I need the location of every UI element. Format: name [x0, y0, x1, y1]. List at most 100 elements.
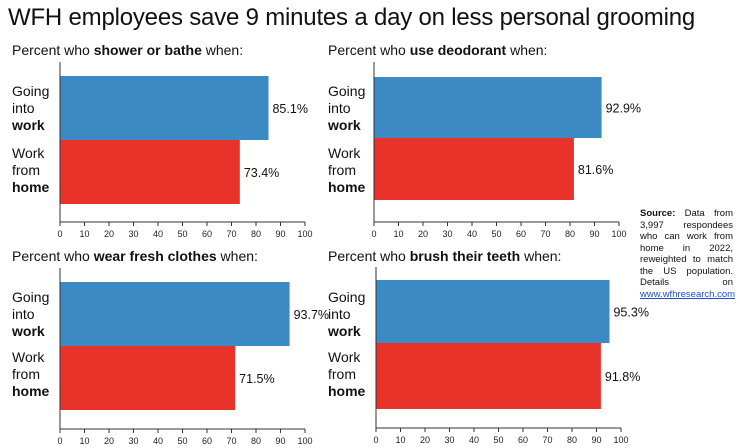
label-line: Going	[12, 289, 50, 305]
x-tick-label: 100	[297, 436, 312, 446]
category-label-home: Work from home	[328, 349, 365, 400]
x-tick-label: 10	[393, 229, 403, 239]
chart-shower: Percent who shower or bathe when: Going i…	[12, 42, 332, 242]
x-tick-label: 70	[226, 436, 236, 446]
x-tick-label: 60	[516, 229, 526, 239]
chart-svg: 95.3% 91.8% 0 10 20 30 40 50 60 70 80 90 100	[373, 267, 649, 445]
x-tick-label: 100	[611, 229, 626, 239]
x-tick-label: 90	[275, 229, 285, 239]
label-line: from	[12, 162, 40, 178]
x-tick-label: 0	[57, 436, 62, 446]
x-tick-label: 0	[57, 229, 62, 239]
label-line: Going	[328, 83, 366, 99]
category-label-going: Going into work	[12, 289, 49, 340]
category-label-home: Work from home	[12, 349, 49, 400]
source-text: Data from 3,997 respondees who can work …	[640, 208, 733, 288]
label-bold: home	[328, 383, 366, 399]
label-line: Going	[328, 289, 366, 305]
chart-title: Percent who brush their teeth when:	[328, 248, 561, 264]
x-tick-label: 30	[128, 436, 138, 446]
label-line: into	[12, 100, 35, 116]
x-tick-label: 60	[202, 436, 212, 446]
source-label: Source:	[640, 208, 676, 219]
title-bold: use deodorant	[409, 42, 507, 58]
label-line: into	[12, 306, 35, 322]
title-bold: shower or bathe	[93, 42, 202, 58]
x-tick-label: 70	[226, 229, 236, 239]
x-tick-label: 50	[491, 229, 501, 239]
x-tick-label: 10	[395, 435, 405, 445]
x-tick-label: 40	[469, 435, 479, 445]
title-bold: brush their teeth	[409, 248, 521, 264]
title-suffix: when:	[506, 42, 548, 58]
x-tick-label: 40	[467, 229, 477, 239]
data-label: 71.5%	[239, 372, 274, 386]
data-label: 93.7%	[294, 308, 329, 322]
x-tick-label: 80	[565, 229, 575, 239]
data-label: 92.9%	[606, 102, 641, 116]
data-label: 95.3%	[613, 306, 648, 320]
category-label-home: Work from home	[328, 145, 365, 196]
x-tick-label: 0	[373, 435, 378, 445]
chart-title: Percent who wear fresh clothes when:	[12, 248, 258, 264]
chart-fresh-clothes: Percent who wear fresh clothes when: Goi…	[12, 248, 332, 448]
x-tick-label: 30	[444, 435, 454, 445]
label-bold: home	[328, 179, 366, 195]
x-tick-label: 90	[591, 435, 601, 445]
data-label: 81.6%	[578, 163, 613, 177]
x-tick-label: 70	[542, 435, 552, 445]
title-prefix: Percent who	[12, 42, 94, 58]
label-bold: work	[12, 117, 45, 133]
label-line: Work	[12, 145, 45, 161]
chart-brush-teeth: Percent who brush their teeth when: Goin…	[328, 248, 649, 448]
x-tick-label: 10	[79, 229, 89, 239]
x-tick-label: 50	[493, 435, 503, 445]
category-label-home: Work from home	[12, 145, 49, 196]
x-tick-label: 60	[202, 229, 212, 239]
x-tick-label: 100	[613, 435, 628, 445]
x-tick-label: 50	[177, 436, 187, 446]
bar-going-into-work	[60, 282, 290, 346]
x-tick-label: 80	[567, 435, 577, 445]
label-line: into	[328, 306, 351, 322]
chart-title: Percent who shower or bathe when:	[12, 42, 243, 58]
x-tick-label: 40	[153, 229, 163, 239]
category-label-going: Going into work	[12, 83, 49, 134]
bar-going-into-work	[60, 76, 269, 140]
bar-work-from-home	[60, 140, 240, 204]
chart-title: Percent who use deodorant when:	[328, 42, 547, 58]
x-tick-label: 70	[540, 229, 550, 239]
bar-work-from-home	[60, 346, 236, 410]
label-bold: work	[328, 323, 361, 339]
label-line: from	[12, 366, 40, 382]
x-tick-label: 50	[177, 229, 187, 239]
page-title: WFH employees save 9 minutes a day on le…	[8, 4, 696, 31]
category-label-going: Going into work	[328, 289, 365, 340]
x-tick-label: 60	[518, 435, 528, 445]
chart-svg: 92.9% 81.6% 0 10 20 30 40 50 60 70 80 90 100	[371, 62, 641, 239]
x-tick-label: 80	[251, 229, 261, 239]
label-line: into	[328, 100, 351, 116]
x-tick-label: 90	[589, 229, 599, 239]
data-label: 91.8%	[605, 370, 640, 384]
label-bold: home	[12, 179, 50, 195]
chart-deodorant: Percent who use deodorant when: Going int…	[328, 42, 641, 242]
x-tick-label: 20	[420, 435, 430, 445]
x-tick-label: 90	[275, 436, 285, 446]
data-label: 85.1%	[272, 102, 307, 116]
x-tick-label: 20	[104, 229, 114, 239]
x-tick-label: 80	[251, 436, 261, 446]
label-line: from	[328, 366, 356, 382]
title-suffix: when:	[520, 248, 562, 264]
category-label-going: Going into work	[328, 83, 365, 134]
title-prefix: Percent who	[328, 42, 410, 58]
x-tick-label: 40	[153, 436, 163, 446]
chart-svg: 85.1% 73.4% 0 10 20 30 40 50 60 70 80 90 100	[57, 62, 313, 239]
title-prefix: Percent who	[12, 248, 94, 264]
label-line: Work	[12, 349, 45, 365]
x-tick-label: 10	[79, 436, 89, 446]
label-bold: home	[12, 383, 50, 399]
source-link[interactable]: www.wfhresearch.com	[640, 288, 736, 300]
source-note: Source: Data from 3,997 respondees who c…	[640, 208, 736, 300]
bar-going-into-work	[376, 280, 610, 343]
